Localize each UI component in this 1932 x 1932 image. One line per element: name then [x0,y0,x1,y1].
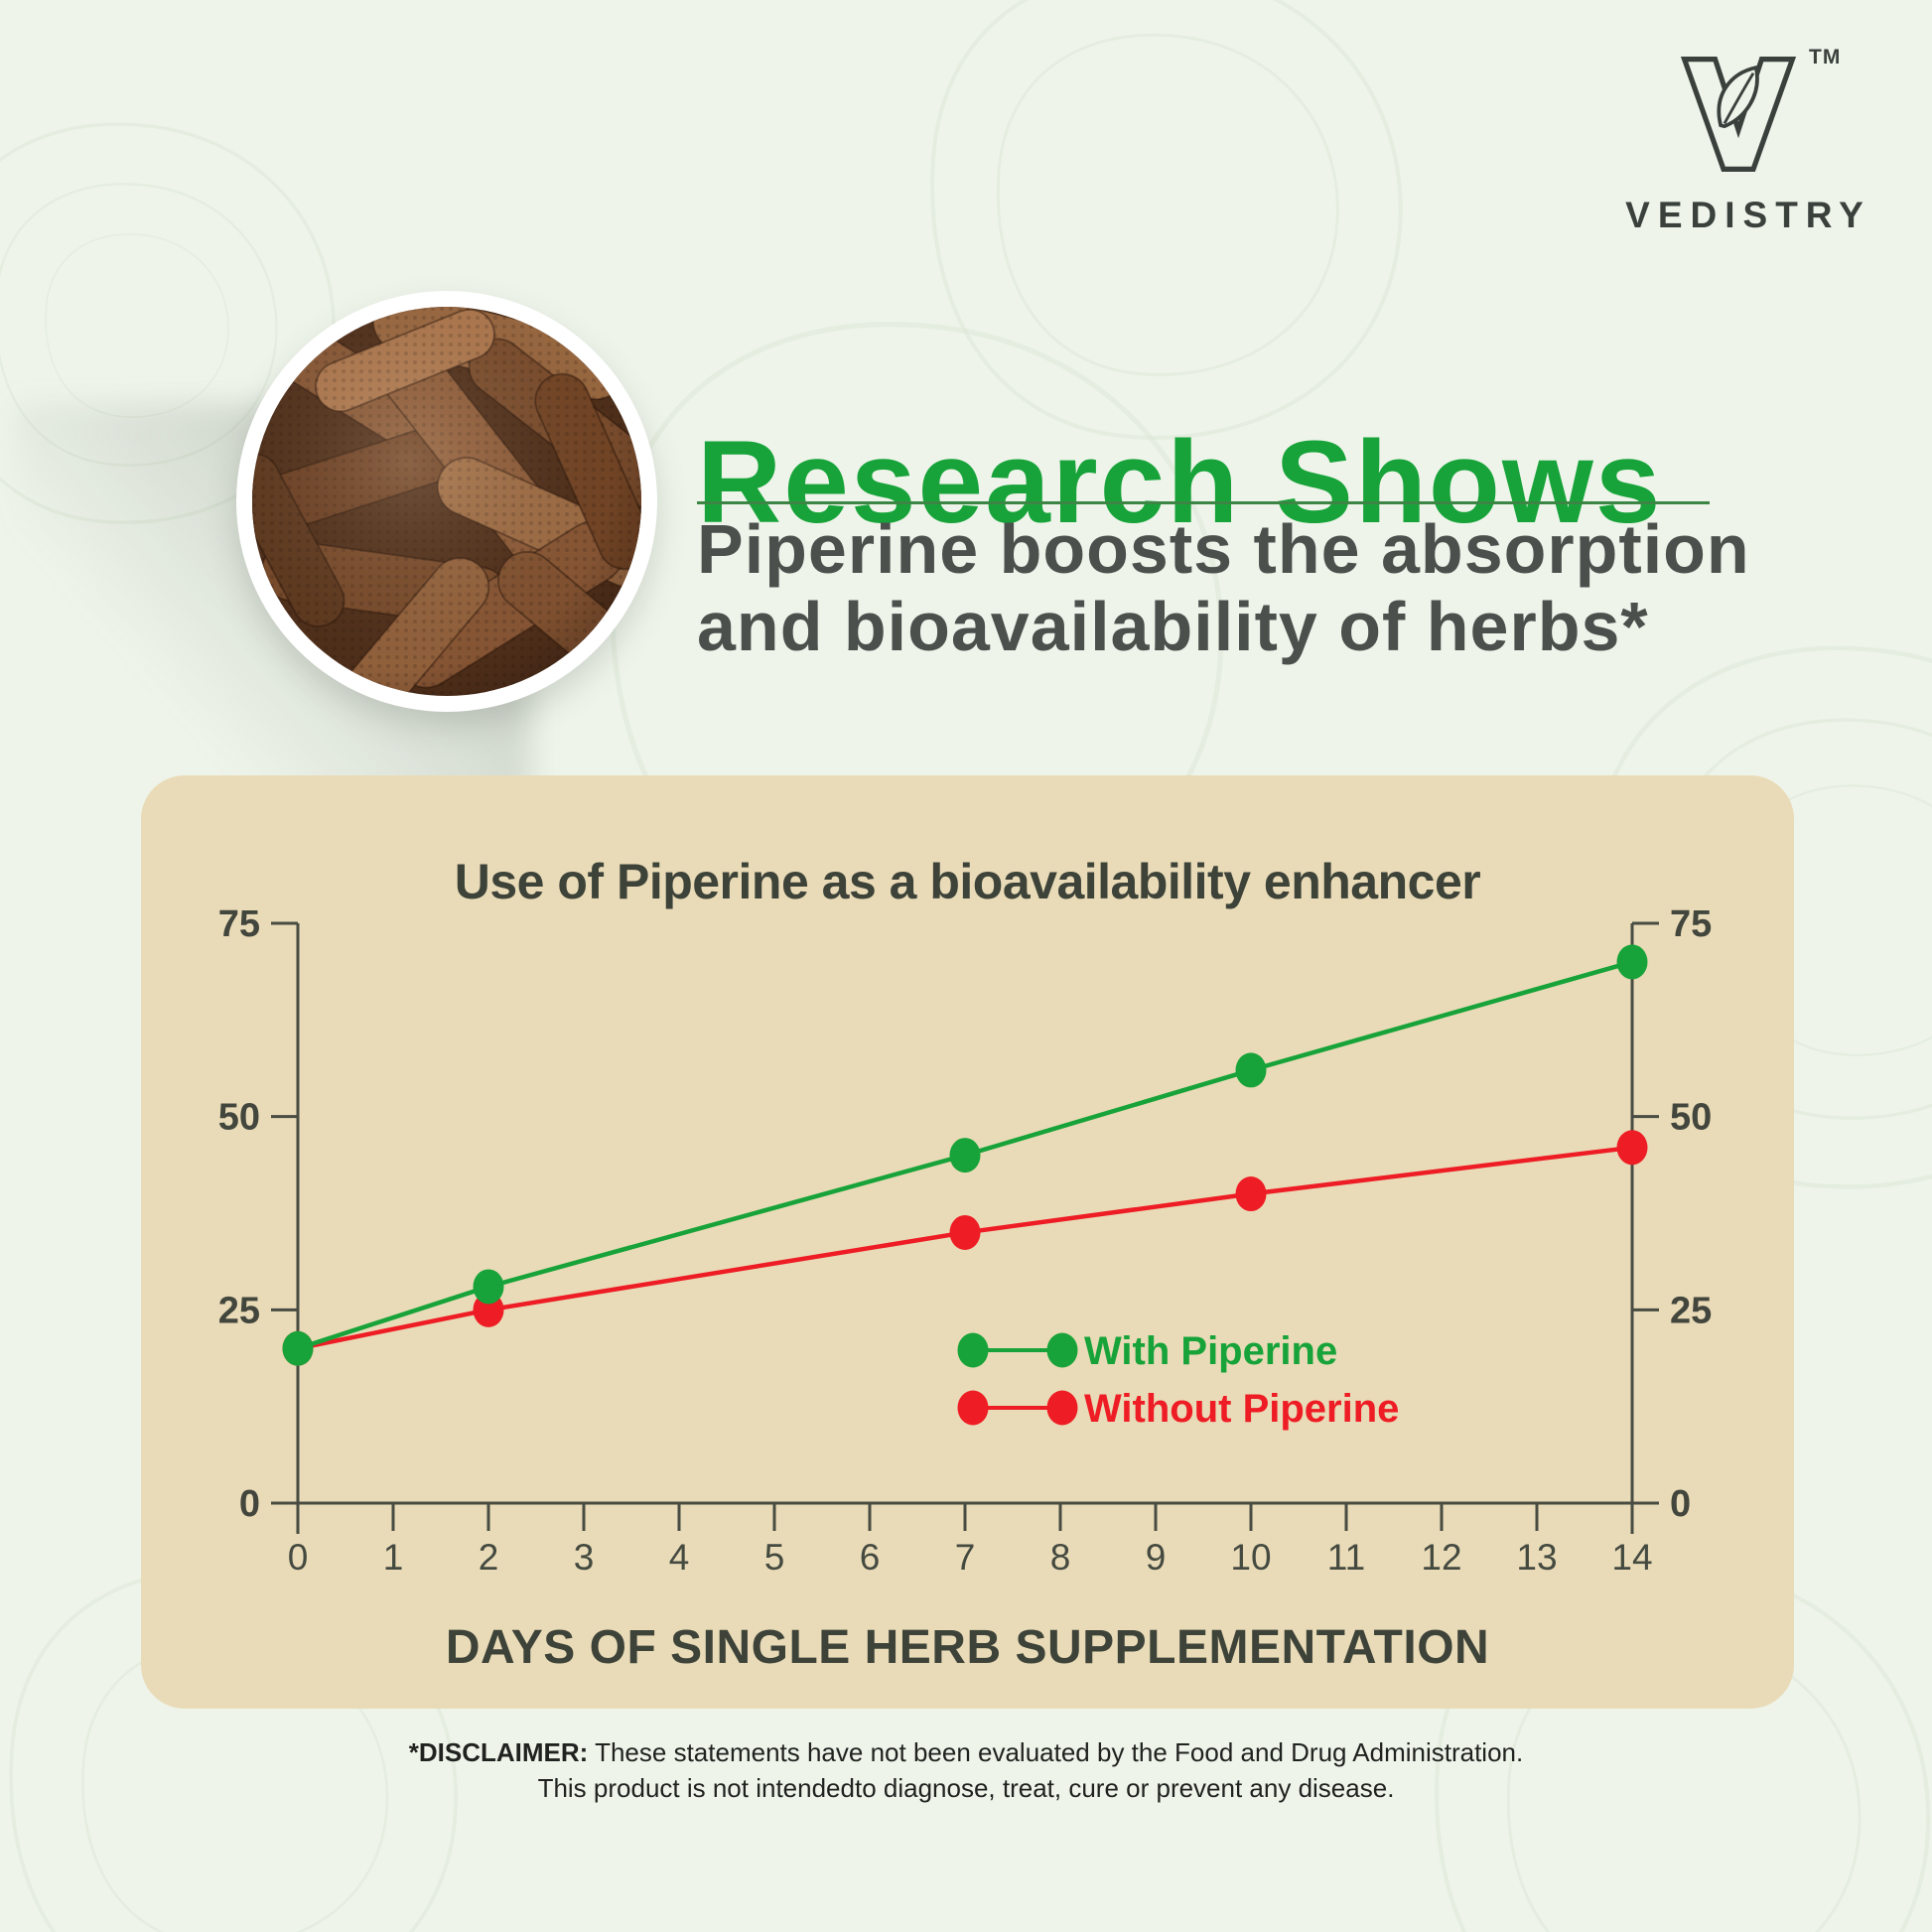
svg-text:10: 10 [1230,1537,1271,1578]
svg-text:13: 13 [1516,1537,1557,1578]
svg-text:0: 0 [288,1537,309,1578]
svg-text:2: 2 [479,1537,499,1578]
legend: With Piperine Without Piperine [957,1329,1399,1431]
page-subtitle: Piperine boosts the absorption and bioav… [697,510,1750,665]
svg-text:9: 9 [1146,1537,1167,1578]
legend-label: Without Piperine [1084,1387,1399,1431]
trademark-symbol: TM [1809,46,1842,69]
chart-panel: 0 0 25 25 50 50 75 75 0 1 2 3 4 5 6 7 8 9 10 11 12 13 14 With P… [141,775,1794,1709]
svg-text:8: 8 [1050,1537,1071,1578]
leaf-v-icon [1680,57,1797,172]
subtitle-line-1: Piperine boosts the absorption [697,510,1750,588]
disclaimer-line-2: This product is not intendedto diagnose,… [537,1773,1395,1803]
long-pepper-photo [236,291,657,712]
axes [271,921,1659,1534]
brand-wordmark: VEDISTRY [1625,195,1871,235]
svg-text:75: 75 [1670,903,1712,945]
data-point [1235,1176,1267,1212]
disclaimer-line-1: *DISCLAIMER: These statements have not b… [408,1737,1524,1767]
svg-text:4: 4 [669,1537,690,1578]
title-divider [697,501,1710,504]
svg-text:7: 7 [955,1537,976,1578]
data-point [473,1269,504,1305]
svg-text:3: 3 [574,1537,595,1578]
svg-text:0: 0 [1670,1483,1691,1525]
svg-text:6: 6 [860,1537,881,1578]
series-with-piperine [282,944,1648,1366]
svg-text:25: 25 [218,1290,260,1331]
data-point [1616,1130,1648,1166]
x-axis-label: DAYS OF SINGLE HERB SUPPLEMENTATION [445,1621,1490,1674]
page-title: Research Shows [697,417,1663,549]
data-point [949,1138,981,1173]
data-point [949,1214,981,1250]
disclaimer: *DISCLAIMER: These statements have not b… [0,1734,1932,1806]
vedistry-logo: TM VEDISTRY [1614,40,1892,238]
svg-text:50: 50 [1670,1097,1712,1139]
disclaimer-label: *DISCLAIMER: [408,1737,589,1767]
svg-text:11: 11 [1327,1537,1365,1578]
data-point [1616,944,1648,980]
svg-text:75: 75 [218,903,260,945]
svg-text:12: 12 [1421,1537,1461,1578]
svg-text:1: 1 [383,1537,404,1578]
pepper-image [252,307,641,696]
data-point [282,1330,314,1366]
svg-text:5: 5 [764,1537,785,1578]
svg-text:14: 14 [1611,1537,1652,1578]
data-point [1235,1052,1267,1088]
legend-label: With Piperine [1084,1329,1337,1373]
svg-text:25: 25 [1670,1290,1712,1331]
chart-title: Use of Piperine as a bioavailability enh… [454,853,1481,909]
svg-text:50: 50 [218,1097,260,1139]
subtitle-line-2: and bioavailability of herbs* [697,588,1649,665]
svg-text:0: 0 [239,1483,260,1525]
